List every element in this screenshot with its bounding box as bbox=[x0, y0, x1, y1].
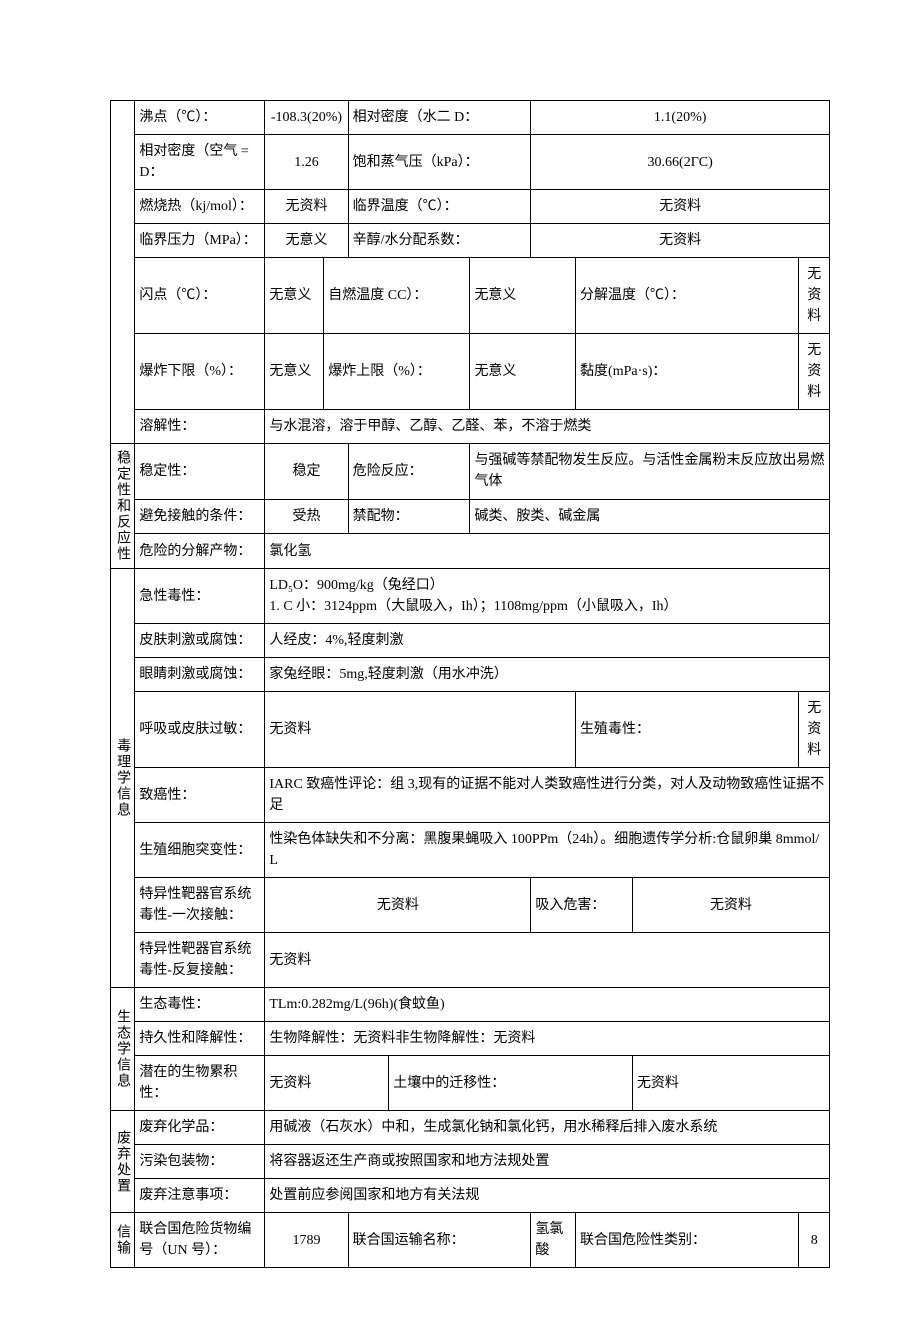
label: 溶解性： bbox=[135, 410, 265, 444]
label: 特异性靶器官系统毒性-一次接触： bbox=[135, 878, 265, 933]
value: 无资料 bbox=[265, 933, 830, 988]
value: 家兔经眼：5mg,轻度刺激（用水冲洗） bbox=[265, 658, 830, 692]
label: 辛醇/水分配系数： bbox=[348, 224, 531, 258]
value: 无资料 bbox=[799, 258, 830, 334]
value: 无资料 bbox=[265, 1056, 389, 1111]
label: 避免接触的条件： bbox=[135, 499, 265, 534]
value: 稳定 bbox=[265, 444, 348, 500]
value: 用碱液（石灰水）中和，生成氯化钠和氯化钙，用水稀释后排入废水系统 bbox=[265, 1111, 830, 1145]
section-disposal: 废弃处置 bbox=[111, 1111, 135, 1213]
value: 无资料 bbox=[799, 692, 830, 768]
value: 受热 bbox=[265, 499, 348, 534]
label: 危险反应： bbox=[348, 444, 470, 500]
label: 特异性靶器官系统毒性-反复接触： bbox=[135, 933, 265, 988]
label: 致癌性： bbox=[135, 768, 265, 823]
label: 饱和蒸气压（kPa）： bbox=[348, 135, 531, 190]
label: 爆炸上限（%）： bbox=[324, 334, 470, 410]
value: LD₅O：900mg/kg（兔经口） 1. C 小：3124ppm（大鼠吸入，I… bbox=[265, 569, 830, 624]
value: 生物降解性：无资料非生物降解性：无资料 bbox=[265, 1022, 830, 1056]
label: 联合国危险货物编号（UN 号）： bbox=[135, 1213, 265, 1268]
value: IARC 致癌性评论：组 3,现有的证据不能对人类致癌性进行分类，对人及动物致癌… bbox=[265, 768, 830, 823]
label: 土壤中的迁移性： bbox=[389, 1056, 633, 1111]
label: 分解温度（℃）： bbox=[576, 258, 799, 334]
value: 无意义 bbox=[470, 334, 576, 410]
value: 无意义 bbox=[470, 258, 576, 334]
value: 无意义 bbox=[265, 258, 324, 334]
label: 爆炸下限（%）： bbox=[135, 334, 265, 410]
value: 无资料 bbox=[531, 224, 830, 258]
value: 与强碱等禁配物发生反应。与活性金属粉末反应放出易燃气体 bbox=[470, 444, 830, 500]
value: 无资料 bbox=[632, 878, 829, 933]
label: 联合国危险性类别： bbox=[576, 1213, 799, 1268]
value: 无意义 bbox=[265, 334, 324, 410]
section-toxicology: 毒理学信息 bbox=[111, 569, 135, 988]
value: 氯化氢 bbox=[265, 534, 830, 569]
value: 碱类、胺类、碱金属 bbox=[470, 499, 830, 534]
value: 1789 bbox=[265, 1213, 348, 1268]
value: 无意义 bbox=[265, 224, 348, 258]
label: 相对密度（空气 =D： bbox=[135, 135, 265, 190]
label: 眼睛刺激或腐蚀： bbox=[135, 658, 265, 692]
label: 废弃注意事项： bbox=[135, 1179, 265, 1213]
value: 1.26 bbox=[265, 135, 348, 190]
label: 闪点（℃）： bbox=[135, 258, 265, 334]
label: 自燃温度 CC）： bbox=[324, 258, 470, 334]
value: TLm:0.282mg/L(96h)(食蚊鱼) bbox=[265, 988, 830, 1022]
label: 临界温度（℃）： bbox=[348, 190, 531, 224]
label: 生殖毒性： bbox=[576, 692, 799, 768]
section-ecology: 生态学信息 bbox=[111, 988, 135, 1111]
section-transport: 信输 bbox=[111, 1213, 135, 1268]
label: 生殖细胞突变性： bbox=[135, 823, 265, 878]
value: 人经皮：4%,轻度刺激 bbox=[265, 624, 830, 658]
label: 稳定性： bbox=[135, 444, 265, 500]
sds-table: 沸点（℃）： -108.3(20%) 相对密度（水二 D： 1.1(20%) 相… bbox=[110, 100, 830, 1268]
label: 污染包装物： bbox=[135, 1145, 265, 1179]
value: 无资料 bbox=[531, 190, 830, 224]
label: 生态毒性： bbox=[135, 988, 265, 1022]
value: 无资料 bbox=[265, 190, 348, 224]
value: -108.3(20%) bbox=[265, 101, 348, 135]
value: 性染色体缺失和不分离：黑腹果蝇吸入 100PPm（24h）。细胞遗传学分析:仓鼠… bbox=[265, 823, 830, 878]
value: 无资料 bbox=[265, 878, 531, 933]
label: 皮肤刺激或腐蚀： bbox=[135, 624, 265, 658]
value: 与水混溶，溶于甲醇、乙醇、乙醛、苯，不溶于燃类 bbox=[265, 410, 830, 444]
value: 处置前应参阅国家和地方有关法规 bbox=[265, 1179, 830, 1213]
section-physical-blank bbox=[111, 101, 135, 444]
label: 急性毒性： bbox=[135, 569, 265, 624]
label: 临界压力（MPa）： bbox=[135, 224, 265, 258]
section-stability: 稳定性和反应性 bbox=[111, 444, 135, 569]
label: 联合国运输名称： bbox=[348, 1213, 531, 1268]
value: 无资料 bbox=[799, 334, 830, 410]
label: 废弃化学品： bbox=[135, 1111, 265, 1145]
value: 无资料 bbox=[632, 1056, 829, 1111]
value: 8 bbox=[799, 1213, 830, 1268]
value: 无资料 bbox=[265, 692, 576, 768]
label: 沸点（℃）： bbox=[135, 101, 265, 135]
value: 氢氯酸 bbox=[531, 1213, 576, 1268]
value: 将容器返还生产商或按照国家和地方法规处置 bbox=[265, 1145, 830, 1179]
value: 30.66(2ΓC) bbox=[531, 135, 830, 190]
label: 燃烧热（kj/mol）： bbox=[135, 190, 265, 224]
label: 持久性和降解性： bbox=[135, 1022, 265, 1056]
label: 相对密度（水二 D： bbox=[348, 101, 531, 135]
label: 禁配物： bbox=[348, 499, 470, 534]
label: 呼吸或皮肤过敏： bbox=[135, 692, 265, 768]
value: 1.1(20%) bbox=[531, 101, 830, 135]
label: 危险的分解产物： bbox=[135, 534, 265, 569]
label: 黏度(mPa·s)： bbox=[576, 334, 799, 410]
label: 潜在的生物累积性： bbox=[135, 1056, 265, 1111]
label: 吸入危害： bbox=[531, 878, 633, 933]
